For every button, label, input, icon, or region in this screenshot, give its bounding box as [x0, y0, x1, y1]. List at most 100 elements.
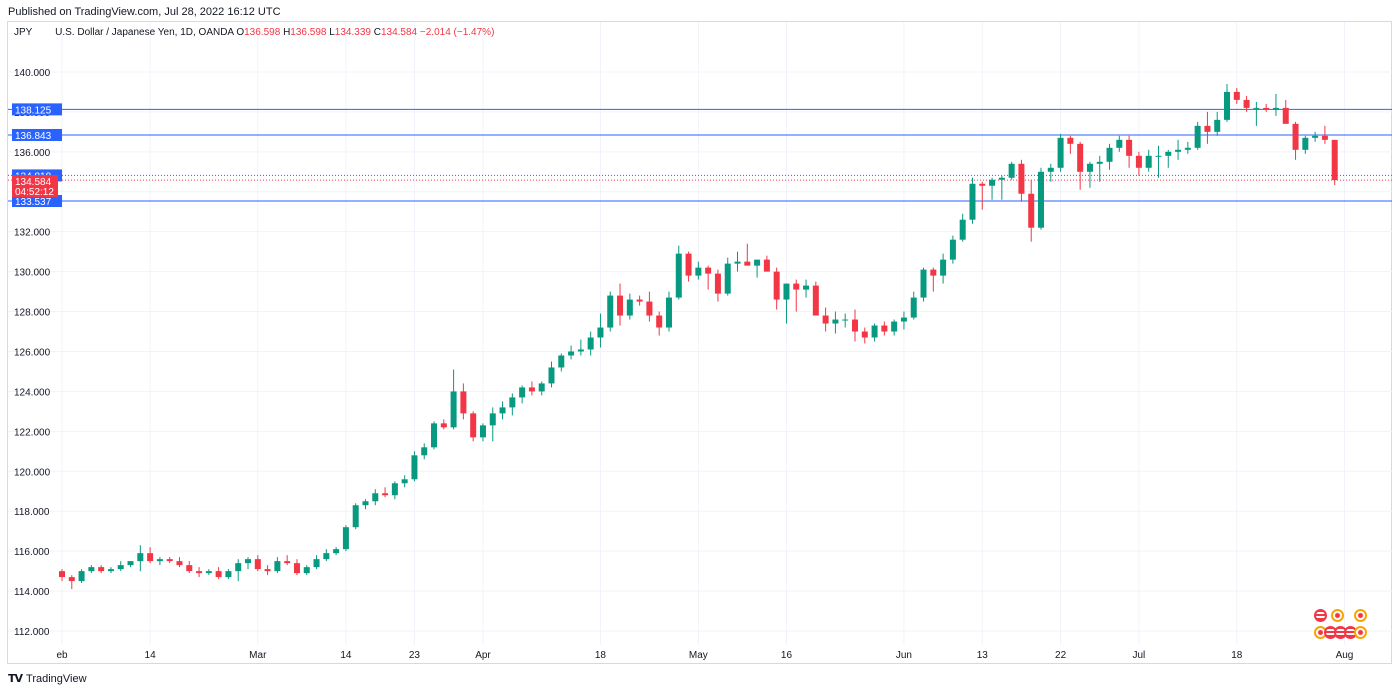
candle-body: [910, 297, 917, 318]
open-value: 136.598: [244, 27, 281, 38]
candle-body: [274, 561, 281, 572]
candle: [78, 569, 85, 584]
high-label: H: [283, 27, 291, 38]
candle-body: [362, 501, 369, 506]
jp-flag-event-icon[interactable]: [1354, 626, 1367, 639]
candle-body: [754, 259, 761, 266]
candle: [421, 443, 428, 460]
candle-body: [479, 425, 486, 438]
candle: [470, 411, 477, 442]
candle: [68, 575, 75, 590]
candle: [1302, 135, 1309, 154]
candle-body: [705, 267, 712, 274]
candle-body: [577, 349, 584, 352]
candle-body: [186, 565, 193, 572]
candle-body: [1194, 125, 1201, 148]
candle-body: [558, 355, 565, 368]
candle: [617, 283, 624, 326]
candle-body: [979, 183, 986, 186]
candle: [832, 311, 839, 334]
candle-body: [1018, 163, 1025, 194]
candle-body: [342, 527, 349, 550]
candle-body: [949, 239, 956, 260]
candle-body: [519, 387, 526, 398]
candle: [920, 267, 927, 302]
candle-body: [421, 447, 428, 456]
candle-body: [68, 577, 75, 582]
candle: [254, 555, 261, 572]
candle: [744, 243, 751, 266]
candle: [969, 177, 976, 224]
candle-body: [548, 367, 555, 384]
candle-body: [989, 179, 996, 186]
candle: [646, 291, 653, 322]
published-caption: Published on TradingView.com, Jul 28, 20…: [8, 6, 281, 18]
open-label: O: [236, 27, 245, 38]
time-tick-label: 22: [1055, 650, 1067, 661]
candle-body: [675, 253, 682, 298]
candle: [812, 281, 819, 316]
price-tick-label: 120.000: [14, 467, 51, 478]
candle-body: [998, 177, 1005, 180]
candle: [822, 307, 829, 332]
candle-body: [1184, 147, 1191, 150]
us-flag-event-icon[interactable]: [1314, 609, 1327, 622]
symbol-label[interactable]: JPY: [14, 27, 33, 38]
candle: [293, 559, 300, 576]
level-tag-bg: [12, 128, 62, 141]
candle-body: [568, 351, 575, 356]
candle-body: [695, 267, 702, 276]
candle-body: [1282, 107, 1289, 124]
chart-frame[interactable]: [7, 21, 1392, 664]
price-tick-label: 128.000: [14, 308, 51, 319]
candle: [156, 557, 163, 566]
candle-body: [254, 559, 261, 570]
tradingview-logo-icon[interactable]: 𝗧𝗩: [8, 673, 23, 685]
price-tick-label: 124.000: [14, 387, 51, 398]
change-value: −2.014 (−1.47%): [419, 27, 495, 38]
candle-body: [284, 561, 291, 564]
candle-body: [1243, 99, 1250, 108]
candle: [196, 567, 203, 578]
candle: [900, 311, 907, 330]
candle: [323, 549, 330, 562]
candle-body: [1028, 193, 1035, 228]
candle: [1263, 103, 1270, 112]
candle-body: [1047, 167, 1054, 172]
low-value: 134.339: [334, 27, 371, 38]
price-tick-label: 132.000: [14, 228, 51, 239]
countdown-label: 04:52:12: [15, 187, 54, 198]
candle-body: [881, 325, 888, 332]
level-tag-bg: [12, 103, 62, 116]
candle-body: [196, 571, 203, 574]
candle-body: [470, 413, 477, 438]
candle: [450, 369, 457, 430]
candle: [1106, 143, 1113, 170]
candle-body: [215, 571, 222, 578]
jp-flag-event-icon[interactable]: [1331, 609, 1344, 622]
candle-body: [959, 219, 966, 240]
time-tick-label: Mar: [249, 650, 267, 661]
candle: [431, 421, 438, 450]
candles: [59, 83, 1338, 590]
candle: [1253, 101, 1260, 126]
candle-body: [763, 259, 770, 272]
price-tick-label: 112.000: [14, 627, 50, 638]
time-tick-label: 16: [781, 650, 793, 661]
jp-flag-event-icon[interactable]: [1354, 609, 1367, 622]
candle-body: [1126, 139, 1133, 156]
price-tick-label: 130.000: [14, 268, 51, 279]
current-price-label: 134.584: [15, 177, 52, 188]
brand-name[interactable]: TradingView: [26, 672, 87, 685]
candle: [685, 251, 692, 282]
high-value: 136.598: [290, 27, 327, 38]
candle: [499, 401, 506, 420]
candle: [362, 499, 369, 510]
candle: [1224, 83, 1231, 122]
candle-body: [176, 561, 183, 566]
candle: [558, 353, 565, 372]
candle: [479, 423, 486, 442]
candle-body: [411, 455, 418, 480]
candle-body: [1233, 91, 1240, 100]
